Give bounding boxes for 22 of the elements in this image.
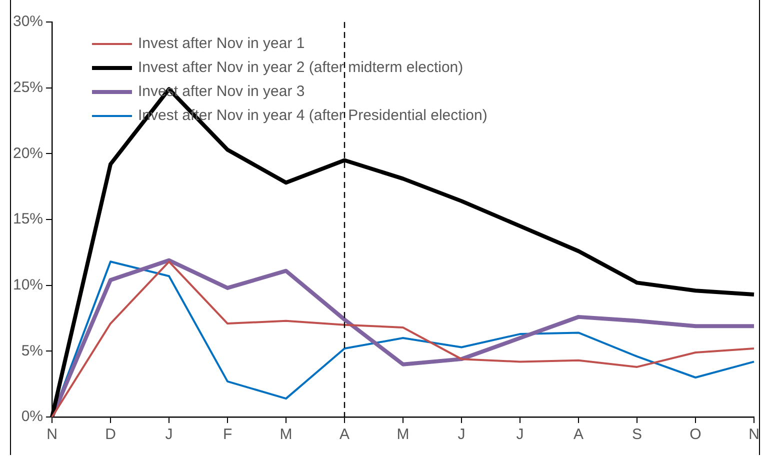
legend-label: Invest after Nov in year 2 (after midterm election)	[138, 58, 464, 78]
x-tick-label: D	[105, 426, 116, 444]
y-tick-label: 30%	[12, 13, 44, 30]
y-tick-label: 25%	[12, 78, 44, 96]
y-tick-label: 0%	[21, 408, 44, 426]
x-tick-label: N	[46, 426, 58, 444]
x-tick-label: M	[396, 426, 410, 444]
x-tick-label: N	[748, 426, 760, 444]
x-tick-label: F	[222, 426, 232, 444]
x-tick-label: J	[165, 426, 173, 444]
x-tick-label: A	[340, 426, 350, 444]
x-tick-label: M	[280, 426, 292, 444]
x-tick-label: S	[632, 426, 642, 444]
x-tick-label: J	[458, 426, 466, 444]
y-tick-label: 15%	[12, 210, 44, 228]
x-tick-label: O	[690, 426, 702, 444]
y-tick-label: 10%	[12, 276, 44, 294]
legend-label: Invest after Nov in year 1	[138, 34, 305, 54]
y-tick-label: 20%	[12, 144, 44, 162]
x-tick-label: A	[574, 426, 584, 444]
x-tick-label: J	[516, 426, 524, 444]
y-tick-label: 5%	[21, 342, 44, 360]
